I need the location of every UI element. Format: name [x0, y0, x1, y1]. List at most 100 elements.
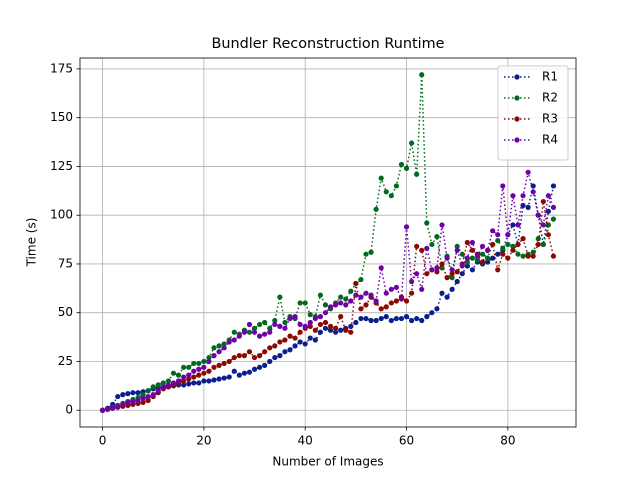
- data-point: [490, 228, 496, 234]
- data-point: [246, 349, 253, 355]
- data-point: [160, 384, 166, 390]
- data-point: [408, 140, 415, 146]
- data-point: [181, 374, 187, 380]
- data-point: [408, 317, 415, 324]
- data-point: [125, 391, 131, 397]
- data-point: [257, 321, 263, 328]
- data-point: [469, 267, 475, 273]
- data-point: [322, 325, 329, 331]
- data-point: [424, 314, 430, 320]
- data-point: [479, 259, 486, 265]
- data-point: [201, 364, 207, 370]
- data-point: [378, 265, 384, 271]
- data-point: [277, 353, 283, 359]
- data-point: [439, 222, 445, 228]
- data-point: [262, 319, 268, 326]
- data-point: [251, 354, 258, 361]
- data-point: [231, 368, 237, 374]
- data-point: [181, 378, 187, 384]
- data-point: [312, 327, 318, 333]
- data-point: [368, 249, 374, 255]
- data-point: [338, 300, 344, 306]
- data-point: [505, 241, 511, 248]
- data-point: [429, 267, 435, 273]
- data-point: [505, 232, 511, 238]
- y-tick-label: 175: [50, 61, 73, 75]
- data-point: [277, 323, 283, 329]
- data-point: [287, 315, 293, 322]
- data-point: [495, 237, 501, 244]
- legend-marker: [514, 74, 520, 80]
- data-point: [419, 286, 425, 292]
- data-point: [282, 337, 288, 343]
- data-point: [115, 393, 121, 400]
- data-point: [221, 341, 227, 347]
- data-point: [267, 329, 273, 335]
- data-point: [358, 276, 364, 283]
- data-point: [322, 302, 329, 308]
- data-point: [175, 372, 182, 378]
- data-point: [454, 243, 460, 250]
- data-point: [307, 323, 313, 329]
- y-tick-label: 100: [50, 208, 73, 222]
- data-point: [327, 304, 334, 310]
- data-point: [327, 323, 334, 329]
- data-point: [221, 345, 227, 351]
- data-point: [307, 312, 313, 318]
- data-point: [251, 366, 258, 372]
- data-point: [231, 354, 237, 361]
- data-point: [444, 255, 450, 261]
- data-point: [282, 349, 288, 355]
- data-point: [257, 353, 263, 359]
- data-point: [322, 310, 329, 316]
- data-point: [510, 247, 516, 253]
- y-tick-label: 50: [58, 305, 73, 319]
- data-point: [332, 302, 339, 308]
- data-point: [338, 314, 344, 320]
- data-point: [115, 403, 121, 409]
- data-point: [363, 315, 369, 322]
- y-tick-label: 25: [58, 354, 73, 368]
- y-tick-label: 125: [50, 159, 73, 173]
- data-point: [155, 382, 161, 388]
- data-point: [262, 331, 268, 337]
- data-point: [408, 290, 415, 296]
- legend-marker: [514, 116, 520, 122]
- data-point: [206, 358, 212, 365]
- data-point: [419, 72, 425, 78]
- y-tick-label: 0: [65, 403, 73, 417]
- data-point: [500, 245, 506, 251]
- data-point: [272, 354, 278, 361]
- data-point: [170, 370, 177, 376]
- data-point: [408, 278, 415, 285]
- data-point: [140, 395, 146, 402]
- data-point: [464, 255, 470, 261]
- data-point: [393, 284, 399, 290]
- data-point: [216, 376, 222, 382]
- data-point: [201, 370, 207, 376]
- data-point: [206, 368, 212, 374]
- data-point: [378, 315, 384, 322]
- data-point: [343, 302, 349, 308]
- data-point: [216, 349, 222, 355]
- data-point: [444, 294, 450, 300]
- data-point: [449, 267, 455, 273]
- data-point: [449, 271, 455, 277]
- data-point: [216, 362, 222, 368]
- data-point: [186, 381, 192, 387]
- data-point: [246, 321, 253, 328]
- data-point: [257, 364, 263, 370]
- data-point: [535, 235, 541, 242]
- data-point: [191, 380, 197, 386]
- data-point: [201, 378, 207, 384]
- data-point: [515, 222, 521, 228]
- data-point: [419, 317, 425, 324]
- data-point: [226, 358, 232, 365]
- data-point: [500, 183, 506, 189]
- data-point: [191, 374, 197, 380]
- data-point: [302, 341, 308, 347]
- data-point: [398, 296, 405, 302]
- x-tick-label: 80: [500, 434, 515, 448]
- data-point: [282, 325, 288, 331]
